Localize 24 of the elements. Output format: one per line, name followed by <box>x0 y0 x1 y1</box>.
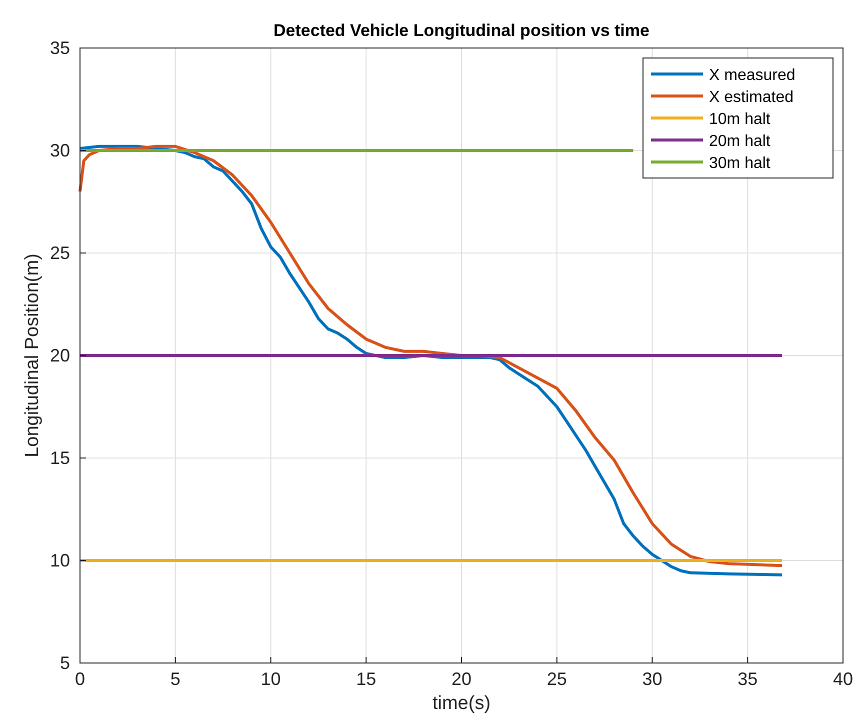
x-tick-label: 40 <box>832 669 854 689</box>
x-tick-label: 0 <box>74 669 86 689</box>
legend-label: 10m halt <box>709 111 771 128</box>
y-tick-label: 20 <box>50 346 70 366</box>
y-tick-label: 30 <box>50 140 70 160</box>
x-tick-label: 10 <box>260 669 281 689</box>
y-tick-label: 10 <box>50 550 70 570</box>
x-tick-label: 15 <box>356 669 376 689</box>
x-tick-label: 25 <box>546 669 567 689</box>
y-tick-label: 15 <box>50 448 70 468</box>
x-axis-title: time(s) <box>432 693 491 714</box>
x-tick-label: 35 <box>738 669 758 689</box>
y-tick-label: 25 <box>50 243 70 263</box>
legend-label: X estimated <box>709 89 794 106</box>
x-tick-label: 30 <box>642 669 662 689</box>
chart-title: Detected Vehicle Longitudinal position vs time <box>274 21 650 40</box>
y-tick-label: 35 <box>50 38 70 58</box>
x-tick-label: 5 <box>170 669 180 689</box>
legend-label: X measured <box>709 67 796 84</box>
y-tick-label: 5 <box>60 653 70 673</box>
x-tick-label: 20 <box>451 669 472 689</box>
legend-label: 30m halt <box>709 155 771 172</box>
y-axis-title: Longitudinal Position(m) <box>22 254 43 458</box>
legend-label: 20m halt <box>709 133 771 150</box>
